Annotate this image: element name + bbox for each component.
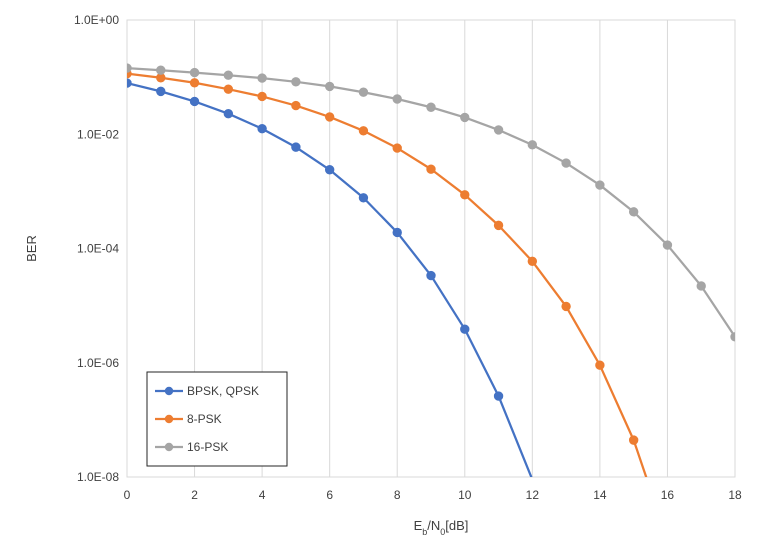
- data-point: [730, 332, 735, 342]
- legend: BPSK, QPSK 8-PSK 16-PSK: [146, 371, 288, 467]
- x-tick-label: 0: [124, 488, 131, 502]
- data-point: [493, 391, 504, 401]
- data-point: [696, 281, 706, 291]
- x-tick-label: 8: [394, 488, 401, 502]
- series-1: [127, 78, 533, 477]
- data-point: [426, 164, 436, 174]
- data-point: [156, 65, 166, 75]
- data-point: [493, 125, 504, 135]
- data-point: [189, 67, 200, 78]
- x-tick-label: 2: [191, 488, 198, 502]
- data-point: [460, 324, 470, 334]
- data-point: [257, 124, 267, 134]
- data-point: [156, 86, 166, 97]
- x-tick-label: 16: [661, 488, 675, 502]
- data-point: [662, 240, 673, 250]
- data-point: [127, 78, 132, 88]
- data-point: [628, 435, 639, 445]
- data-point: [358, 126, 369, 136]
- legend-entry: 16-PSK: [155, 440, 228, 454]
- data-point: [392, 94, 402, 104]
- data-point: [460, 112, 470, 123]
- data-point: [628, 207, 639, 217]
- data-point: [223, 84, 234, 94]
- legend-label: 8-PSK: [187, 412, 222, 426]
- data-point: [324, 112, 335, 122]
- data-point: [426, 270, 436, 281]
- legend-swatch-marker: [164, 442, 174, 452]
- data-point: [561, 301, 571, 312]
- plot-area-frame: [126, 19, 736, 478]
- series-2: [127, 68, 648, 477]
- data-point: [460, 190, 470, 200]
- legend-label: BPSK, QPSK: [187, 384, 259, 398]
- data-point: [426, 102, 436, 112]
- y-tick-label: 1.0E+00: [74, 13, 119, 27]
- x-axis-title: Eb/N0[dB]: [414, 518, 469, 537]
- data-point: [595, 180, 605, 190]
- data-point: [358, 193, 369, 203]
- x-tick-label: 4: [259, 488, 266, 502]
- y-tick-labels: 1.0E+00 1.0E-02 1.0E-04 1.0E-06 1.0E-08: [74, 13, 119, 484]
- data-point: [189, 96, 200, 107]
- data-point: [527, 140, 538, 150]
- data-point: [324, 81, 335, 92]
- legend-label: 16-PSK: [187, 440, 228, 454]
- data-point: [291, 77, 301, 87]
- legend-entry: 8-PSK: [155, 412, 222, 426]
- data-point: [493, 220, 504, 231]
- data-point: [223, 70, 234, 80]
- data-point: [223, 108, 234, 119]
- x-tick-label: 12: [526, 488, 540, 502]
- x-tick-labels: 0 2 4 6 8 10 12 14 16 18: [124, 488, 742, 502]
- series-3: [127, 63, 735, 342]
- x-tick-label: 6: [326, 488, 333, 502]
- x-tick-label: 18: [728, 488, 742, 502]
- data-point: [324, 165, 335, 175]
- data-point: [358, 87, 369, 97]
- data-point: [291, 100, 301, 111]
- data-point: [257, 91, 267, 102]
- data-point: [561, 158, 571, 168]
- data-point: [291, 142, 301, 152]
- legend-entry: BPSK, QPSK: [155, 384, 259, 398]
- y-tick-label: 1.0E-06: [77, 356, 119, 370]
- data-point: [595, 360, 605, 370]
- x-tick-label: 14: [593, 488, 607, 502]
- data-point: [527, 256, 538, 266]
- y-axis-title: BER: [24, 235, 39, 262]
- x-tick-label: 10: [458, 488, 472, 502]
- legend-swatch-marker: [164, 414, 174, 424]
- data-point: [392, 227, 402, 238]
- y-tick-label: 1.0E-02: [77, 127, 119, 141]
- legend-swatch-marker: [164, 386, 174, 396]
- data-point: [257, 73, 267, 83]
- data-point: [392, 143, 402, 153]
- data-point: [189, 78, 200, 88]
- y-tick-label: 1.0E-04: [77, 242, 119, 256]
- series-layer: [127, 63, 735, 477]
- y-tick-label: 1.0E-08: [77, 470, 119, 484]
- data-point: [127, 63, 132, 73]
